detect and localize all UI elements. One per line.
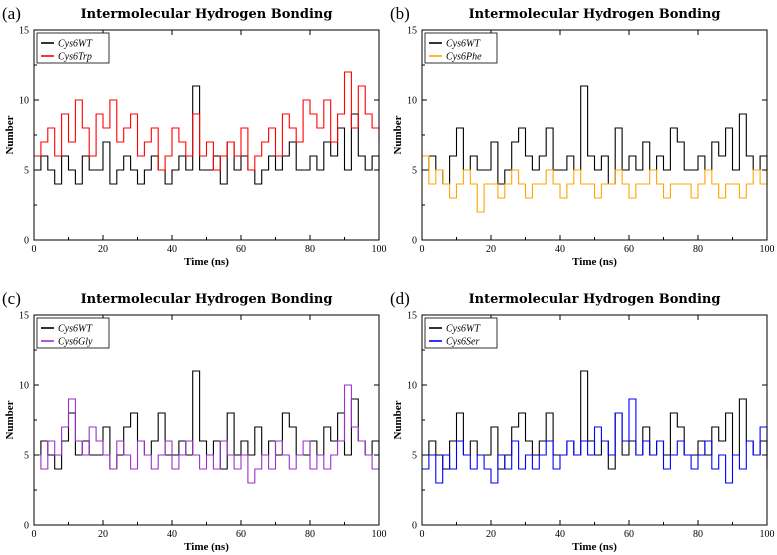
- legend-label-cys6ser: Cys6Ser: [446, 337, 479, 348]
- y-tick-label: 15: [407, 26, 417, 37]
- x-tick-label: 40: [555, 529, 565, 540]
- legend: Cys6WT Cys6Gly: [36, 317, 110, 349]
- panel-label: (d): [390, 289, 410, 308]
- legend-box: [424, 317, 498, 349]
- x-tick-label: 40: [167, 244, 177, 255]
- y-tick-label: 10: [407, 381, 417, 392]
- x-tick-label: 0: [420, 529, 425, 540]
- y-tick-label: 0: [24, 521, 29, 532]
- x-tick-label: 100: [372, 244, 387, 255]
- y-tick-label: 15: [407, 311, 417, 322]
- series-line-cys6trp: [34, 71, 380, 171]
- chart-panel-0: (a) Intermolecular Hydrogen Bonding 0 20 40 6…: [2, 4, 387, 268]
- chart-panel-3: (d) Intermolecular Hydrogen Bonding 0 20 40 6…: [390, 289, 775, 553]
- x-tick-label: 60: [236, 244, 246, 255]
- series-line-cys6wt: [34, 370, 380, 470]
- panel-label: (a): [2, 4, 21, 23]
- y-tick-label: 0: [412, 236, 417, 247]
- legend-label-cys6wt: Cys6WT: [446, 39, 481, 50]
- y-tick-label: 5: [24, 166, 29, 177]
- y-tick-label: 10: [407, 96, 417, 107]
- x-tick-label: 0: [420, 244, 425, 255]
- x-tick-label: 80: [693, 244, 703, 255]
- legend-label-cys6phe: Cys6Phe: [446, 52, 482, 63]
- y-tick-label: 0: [412, 521, 417, 532]
- legend-label-cys6wt: Cys6WT: [58, 39, 93, 50]
- chart-title: Intermolecular Hydrogen Bonding: [81, 292, 333, 307]
- y-tick-label: 15: [19, 311, 29, 322]
- y-tick-label: 15: [19, 26, 29, 37]
- x-axis-label: Time (ns): [184, 541, 229, 553]
- series-line-cys6gly: [34, 384, 380, 484]
- y-tick-label: 5: [412, 451, 417, 462]
- y-axis-label: Number: [392, 400, 404, 439]
- chart-title: Intermolecular Hydrogen Bonding: [469, 292, 721, 307]
- y-tick-label: 10: [19, 381, 29, 392]
- x-tick-label: 80: [305, 529, 315, 540]
- y-tick-label: 0: [24, 236, 29, 247]
- x-tick-label: 0: [32, 244, 37, 255]
- x-tick-label: 100: [760, 529, 775, 540]
- legend-label-cys6gly: Cys6Gly: [58, 337, 93, 348]
- x-tick-label: 20: [486, 244, 496, 255]
- x-tick-label: 80: [305, 244, 315, 255]
- chart-panel-2: (c) Intermolecular Hydrogen Bonding 0 20 40 6…: [2, 289, 387, 553]
- x-tick-label: 40: [555, 244, 565, 255]
- y-tick-label: 5: [412, 166, 417, 177]
- panel-label: (c): [2, 289, 21, 308]
- x-axis-label: Time (ns): [572, 541, 617, 553]
- x-tick-label: 0: [32, 529, 37, 540]
- series-line-cys6phe: [422, 155, 768, 213]
- legend: Cys6WT Cys6Phe: [424, 32, 498, 64]
- x-tick-label: 60: [624, 529, 634, 540]
- x-tick-label: 100: [760, 244, 775, 255]
- legend-box: [424, 32, 498, 64]
- legend-box: [36, 317, 110, 349]
- legend-label-cys6wt: Cys6WT: [58, 324, 93, 335]
- x-tick-label: 100: [372, 529, 387, 540]
- series-line-cys6wt: [422, 85, 768, 185]
- series-line-cys6ser: [422, 398, 768, 484]
- x-tick-label: 20: [486, 529, 496, 540]
- x-tick-label: 60: [236, 529, 246, 540]
- legend-box: [36, 32, 110, 64]
- x-tick-label: 80: [693, 529, 703, 540]
- panel-label: (b): [390, 4, 410, 23]
- series-line-cys6wt: [34, 85, 380, 185]
- x-tick-label: 40: [167, 529, 177, 540]
- legend: Cys6WT Cys6Ser: [424, 317, 498, 349]
- legend-label-cys6wt: Cys6WT: [446, 324, 481, 335]
- y-tick-label: 5: [24, 451, 29, 462]
- legend: Cys6WT Cys6Trp: [36, 32, 110, 64]
- y-axis-label: Number: [4, 115, 16, 154]
- chart-title: Intermolecular Hydrogen Bonding: [81, 7, 333, 22]
- y-tick-label: 10: [19, 96, 29, 107]
- chart-panel-1: (b) Intermolecular Hydrogen Bonding 0 20 40 6…: [390, 4, 775, 268]
- legend-label-cys6trp: Cys6Trp: [58, 52, 92, 63]
- x-tick-label: 20: [98, 244, 108, 255]
- y-axis-label: Number: [4, 400, 16, 439]
- x-axis-label: Time (ns): [184, 256, 229, 268]
- x-axis-label: Time (ns): [572, 256, 617, 268]
- y-axis-label: Number: [392, 115, 404, 154]
- x-tick-label: 60: [624, 244, 634, 255]
- chart-title: Intermolecular Hydrogen Bonding: [469, 7, 721, 22]
- x-tick-label: 20: [98, 529, 108, 540]
